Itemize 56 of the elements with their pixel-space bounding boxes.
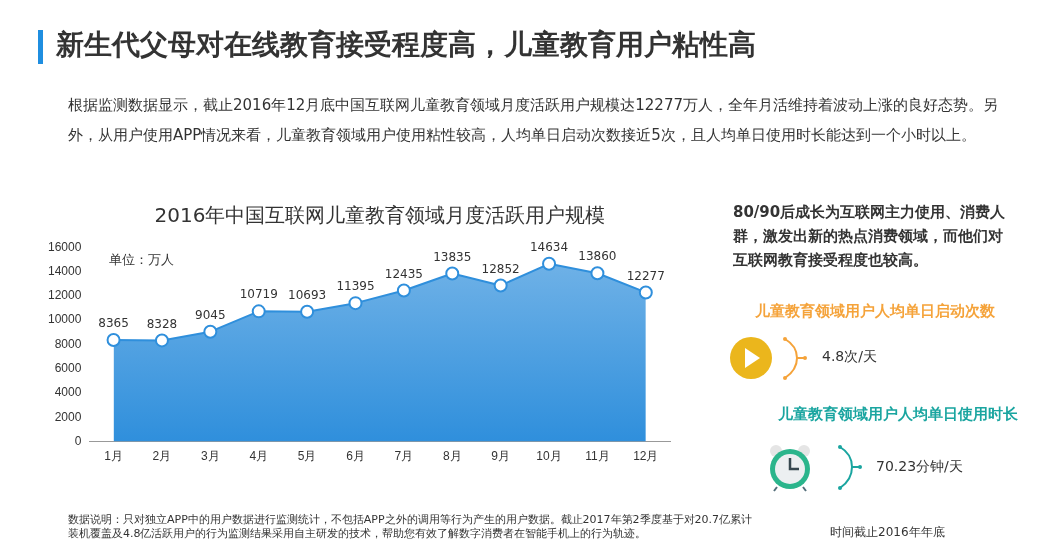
text: 时间截止2016年年底 [830, 524, 945, 541]
point [203, 324, 218, 339]
x-tick-label: 5月 [297, 449, 317, 464]
chart-subtitle: 2016年中国互联网儿童教育领域月度活跃用户规模 [153, 202, 607, 229]
x-tick-label: 10月 [536, 449, 562, 464]
text: 4.8次/天 [822, 348, 877, 366]
text: 70.23分钟/天 [876, 458, 963, 476]
y-tick-label: 0 [74, 433, 82, 448]
x-tick-label: 9月 [491, 449, 510, 464]
point [396, 283, 411, 298]
x-tick-label: 8月 [442, 449, 462, 464]
data-label: 12277 [626, 268, 665, 283]
data-label: 10719 [239, 287, 278, 302]
point [445, 266, 460, 281]
chart-title: 新生代父母对在线教育接受程度高，儿童教育用户粘性高 [56, 27, 756, 63]
point [154, 333, 169, 348]
y-tick-label: 4000 [54, 385, 82, 400]
text: 儿童教育领域用户人均单日启动次数 [754, 302, 996, 321]
data-label: 14634 [529, 239, 569, 254]
point [300, 304, 315, 319]
x-tick-label: 6月 [346, 449, 365, 464]
y-tick-label: 2000 [54, 409, 82, 424]
x-tick-label: 3月 [200, 449, 220, 464]
x-tick-label: 12月 [633, 449, 659, 464]
x-tick-label: 2月 [152, 449, 172, 464]
text: 数据说明：只对独立APP中的用户数据进行监测统计，不包括APP之外的调用等行为产生的用户数据。截止2017年第2季度基于对20.7亿累计装机覆盖及4.8亿活跃用户的行为监测结果采用自主研发的技术，帮助您有效了解数字消费者在智能手机上的行为轨迹。 [68, 513, 754, 541]
data-label: 13860 [578, 249, 617, 264]
data-label: 8365 [98, 316, 129, 331]
y-tick-label: 10000 [47, 312, 82, 327]
data-label: 12435 [384, 266, 423, 281]
point [590, 266, 605, 281]
point [542, 256, 557, 271]
y-tick-label: 8000 [54, 336, 82, 351]
y-tick-label: 14000 [47, 263, 82, 278]
x-tick-label: 11月 [585, 449, 610, 464]
text: 儿童教育领域用户人均单日使用时长 [776, 405, 1019, 424]
text: 根据监测数据显示，截止2016年12月底中国互联网儿童教育领域月度活跃用户规模达12277万人，全年月活维持着波动上涨的良好态势。另外，从用户使用APP情况来看，儿童教育领域用户使用粘性较高，人均单日启动次数接近5次，且人均单日使用时长能达到一个小时以上。 [68, 95, 999, 146]
x-tick-label: 1月 [104, 449, 123, 464]
point [493, 278, 508, 293]
data-label: 12852 [481, 261, 520, 276]
y-axis-title: 单位：万人 [109, 251, 175, 267]
x-tick-label: 4月 [249, 449, 269, 464]
y-tick-label: 16000 [47, 239, 82, 254]
point [106, 332, 121, 347]
point [638, 285, 653, 300]
point [251, 304, 266, 319]
data-label: 9045 [195, 307, 226, 322]
data-label: 11395 [336, 279, 375, 294]
data-label: 10693 [288, 287, 327, 302]
point [348, 296, 363, 311]
x-tick-label: 7月 [394, 449, 414, 464]
y-tick-label: 6000 [54, 361, 82, 376]
data-label: 8328 [146, 316, 178, 331]
text: 80/90后成长为互联网主力使用、消费人群，激发出新的热点消费领域，而他们对互联网教育接受程度也较高。 [733, 202, 1007, 271]
data-label: 13835 [433, 249, 472, 264]
y-tick-label: 12000 [47, 288, 82, 303]
